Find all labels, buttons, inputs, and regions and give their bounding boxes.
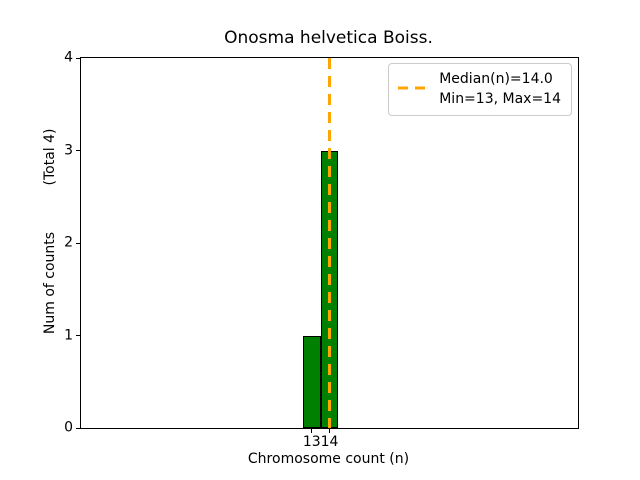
x-tick-mark-13 (311, 429, 313, 433)
y-tick-label-2: 2 (64, 234, 73, 251)
y-axis-label-secondary: (Total 4) (42, 128, 58, 186)
x-tick-label-13: 13 (302, 434, 321, 450)
y-tick-label-3: 3 (64, 142, 73, 158)
y-tick-mark-0 (76, 427, 80, 429)
y-tick-mark-3 (76, 150, 80, 151)
chart-title: Onosma helvetica Boiss. (224, 28, 433, 48)
y-tick-label-4: 4 (64, 49, 73, 66)
median-line (328, 58, 331, 428)
y-tick-label-1: 1 (64, 327, 73, 343)
y-tick-mark-4 (76, 57, 80, 59)
legend-label-minmax: Min=13, Max=14 (439, 91, 561, 107)
x-tick-mark-14 (329, 429, 330, 433)
legend: Median(n)=14.0 Min=13, Max=14 (388, 63, 572, 116)
legend-label-median: Median(n)=14.0 (439, 71, 553, 87)
y-axis-label: Num of counts (42, 231, 58, 335)
y-tick-mark-1 (76, 335, 80, 336)
y-tick-mark-2 (76, 242, 80, 244)
y-tick-label-0: 0 (64, 419, 73, 436)
x-tick-label-14: 14 (320, 434, 339, 450)
legend-dash-icon (398, 78, 431, 89)
x-axis-label: Chromosome count (n) (247, 451, 410, 467)
plot-area: Median(n)=14.0 Min=13, Max=14 13 14 0 1 2 3 4 (64, 50, 579, 450)
histogram-bar-13 (302, 335, 321, 428)
